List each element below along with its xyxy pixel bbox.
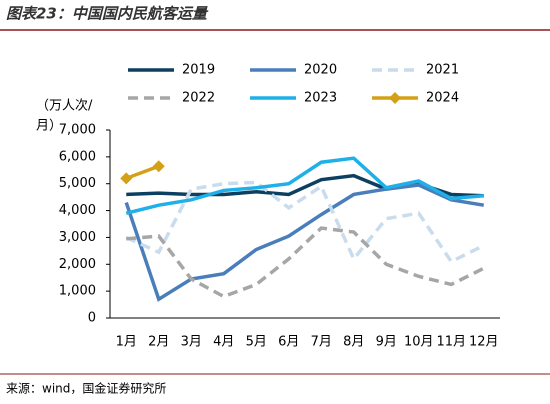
series-marker — [120, 172, 133, 185]
y-tick-label: 4,000 — [59, 203, 96, 218]
x-tick-label: 5月 — [246, 335, 267, 350]
x-tick-label: 1月 — [116, 335, 137, 350]
x-tick-label: 8月 — [343, 335, 364, 350]
x-tick-label: 9月 — [376, 335, 397, 350]
legend-label: 2020 — [304, 63, 337, 78]
x-tick-label: 7月 — [311, 335, 332, 350]
y-tick-label: 6,000 — [59, 149, 96, 164]
series-line — [125, 164, 160, 180]
legend-label: 2023 — [304, 91, 337, 106]
legend-label: 2021 — [426, 63, 459, 78]
legend-label: 2024 — [426, 91, 459, 106]
x-tick-label: 10月 — [404, 335, 434, 350]
series-line — [125, 180, 485, 264]
legend-marker — [389, 92, 401, 104]
y-tick-label: 0 — [88, 311, 96, 326]
x-tick-label: 4月 — [213, 335, 234, 350]
y-tick-label: 1,000 — [59, 284, 96, 299]
y-tick-label: 7,000 — [59, 123, 96, 138]
y-tick-label: 2,000 — [59, 257, 96, 272]
series-line — [125, 156, 484, 215]
y-label: （万人次/ — [36, 98, 93, 114]
series-marker — [152, 160, 165, 173]
legend-label: 2019 — [182, 63, 215, 78]
x-tick-label: 2月 — [148, 335, 169, 350]
x-tick-label: 3月 — [181, 335, 202, 350]
y-tick-label: 5,000 — [59, 176, 96, 191]
y-tick-label: 3,000 — [59, 230, 96, 245]
series-line — [124, 183, 485, 302]
y-label: 月） — [36, 119, 62, 134]
legend-label: 2022 — [182, 91, 215, 106]
x-tick-label: 6月 — [278, 335, 299, 350]
chart-title: 图表23：中国国内民航客运量 — [6, 5, 209, 23]
x-tick-label: 11月 — [436, 335, 466, 350]
x-tick-label: 12月 — [469, 335, 499, 350]
source: 来源：wind，国金证券研究所 — [6, 381, 166, 396]
